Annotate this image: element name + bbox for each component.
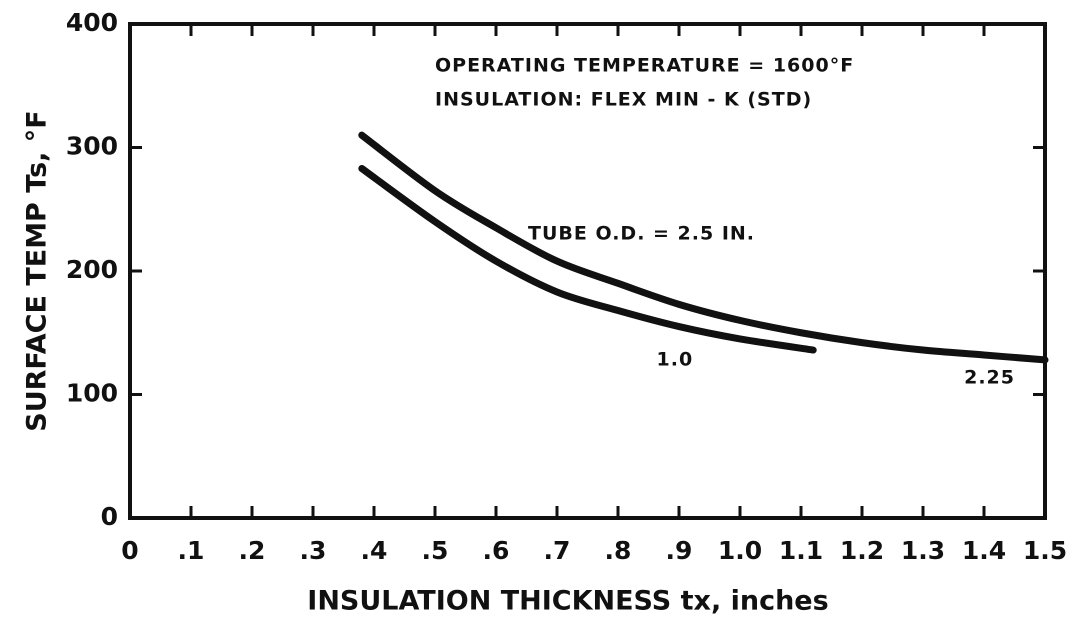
- annotation: INSULATION: FLEX MIN - K (STD): [435, 89, 812, 111]
- annotation: OPERATING TEMPERATURE = 1600°F: [435, 55, 854, 77]
- x-tick-label: .7: [544, 536, 571, 565]
- x-tick-label: .8: [605, 536, 632, 565]
- x-tick-label: .1: [178, 536, 205, 565]
- x-tick-label: .3: [300, 536, 327, 565]
- line: [358, 164, 817, 354]
- x-tick-label: 1.1: [779, 536, 823, 565]
- y-tick-label: 100: [66, 379, 118, 408]
- x-tick-label: 1.3: [901, 536, 945, 565]
- x-tick-label: 1.0: [718, 536, 762, 565]
- y-tick-label: 300: [66, 132, 118, 161]
- x-tick-label: .5: [422, 536, 449, 565]
- x-tick-label: 0: [121, 536, 138, 565]
- x-tick-label: .6: [483, 536, 510, 565]
- series-label: 2.25: [964, 366, 1015, 388]
- annotation: TUBE O.D. = 2.5 IN.: [528, 223, 755, 245]
- y-axis-label: SURFACE TEMP Ts, °F: [22, 110, 53, 431]
- x-tick-label: 1.2: [840, 536, 884, 565]
- x-tick-label: .4: [361, 536, 388, 565]
- y-tick-label: 200: [66, 255, 118, 284]
- x-tick-label: .2: [239, 536, 266, 565]
- x-axis-label: INSULATION THICKNESS tx, inches: [307, 586, 828, 617]
- line: [358, 131, 1049, 364]
- y-tick-label: 400: [66, 8, 118, 37]
- x-tick-label: 1.4: [962, 536, 1006, 565]
- x-tick-label: 1.5: [1023, 536, 1067, 565]
- x-tick-label: .9: [666, 536, 693, 565]
- series-label: 1.0: [657, 349, 694, 371]
- y-tick-label: 0: [101, 502, 118, 531]
